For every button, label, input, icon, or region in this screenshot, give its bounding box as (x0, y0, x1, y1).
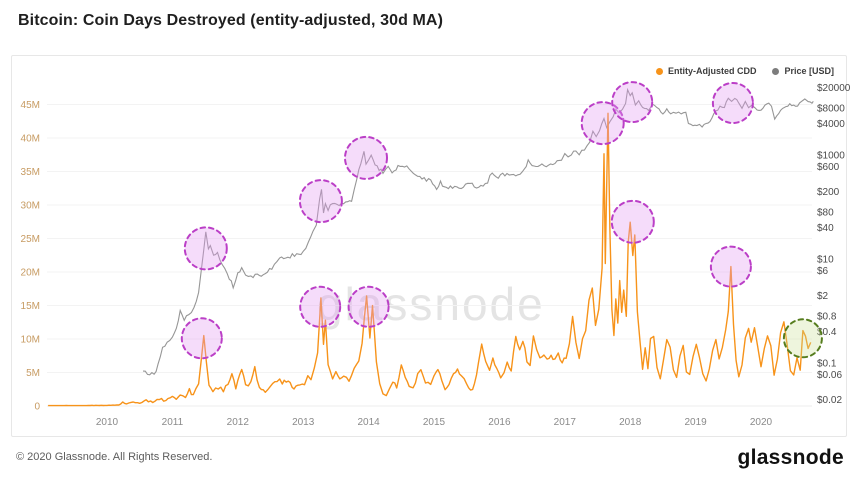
svg-text:$6: $6 (817, 266, 829, 277)
highlight-circles (180, 81, 823, 360)
purple-highlight-circle (580, 101, 625, 146)
svg-text:2012: 2012 (227, 417, 250, 428)
svg-text:2016: 2016 (488, 417, 511, 428)
svg-text:2020: 2020 (750, 417, 773, 428)
svg-text:2018: 2018 (619, 417, 642, 428)
svg-text:$0.06: $0.06 (817, 370, 842, 381)
legend-item-entity-adjusted-cdd[interactable]: Entity-Adjusted CDD (655, 66, 757, 76)
svg-text:$0.1: $0.1 (817, 359, 837, 370)
svg-text:30M: 30M (21, 201, 40, 212)
cdd-series-dot-icon (655, 67, 663, 75)
svg-text:$0.8: $0.8 (817, 312, 837, 323)
svg-text:10M: 10M (21, 335, 40, 346)
purple-highlight-circle (180, 317, 223, 360)
svg-text:$600: $600 (817, 162, 840, 173)
svg-text:2014: 2014 (357, 417, 380, 428)
gridlines (47, 104, 812, 407)
legend-label: Price [USD] (784, 66, 834, 76)
svg-text:$4000: $4000 (817, 119, 845, 130)
svg-text:$80: $80 (817, 208, 834, 219)
svg-text:$0.02: $0.02 (817, 395, 842, 406)
price-line (142, 87, 814, 376)
svg-text:2010: 2010 (96, 417, 119, 428)
copyright-text: © 2020 Glassnode. All Rights Reserved. (16, 451, 213, 463)
cdd-line (48, 112, 812, 407)
purple-highlight-circle (298, 179, 343, 224)
svg-text:5M: 5M (26, 368, 40, 379)
purple-highlight-circle (610, 199, 655, 244)
svg-text:$1000: $1000 (817, 151, 845, 162)
x-axis-labels: 2010 2011 2012 2013 2014 2015 2016 2017 2018 2019… (96, 417, 773, 428)
svg-text:15M: 15M (21, 301, 40, 312)
purple-highlight-circle (611, 81, 654, 124)
purple-highlight-circle (709, 245, 752, 288)
svg-text:25M: 25M (21, 234, 40, 245)
purple-highlight-circle (711, 82, 754, 124)
purple-highlight-circle (183, 226, 228, 271)
svg-text:45M: 45M (21, 100, 40, 111)
legend-label: Entity-Adjusted CDD (667, 66, 757, 76)
purple-highlight-circle (299, 285, 342, 328)
svg-text:$40: $40 (817, 223, 834, 234)
svg-text:$8000: $8000 (817, 104, 845, 115)
svg-text:2011: 2011 (162, 417, 184, 428)
svg-text:$200: $200 (817, 187, 840, 198)
svg-text:$0.4: $0.4 (817, 327, 837, 338)
svg-text:2013: 2013 (292, 417, 315, 428)
svg-text:$10: $10 (817, 255, 834, 266)
svg-text:2019: 2019 (684, 417, 707, 428)
purple-highlight-circle (344, 135, 388, 180)
svg-text:40M: 40M (21, 134, 40, 145)
y-axis-left-labels: 0 5M 10M 15M 20M 25M 30M 35M 40M 45M (21, 100, 41, 413)
page-title: Bitcoin: Coin Days Destroyed (entity-adj… (18, 12, 444, 29)
green-highlight-circle (782, 318, 823, 359)
price-series-dot-icon (772, 67, 780, 75)
svg-text:2015: 2015 (423, 417, 446, 428)
svg-text:2017: 2017 (554, 417, 577, 428)
svg-text:20M: 20M (21, 268, 40, 279)
svg-text:35M: 35M (21, 167, 40, 178)
purple-highlight-circle (347, 285, 390, 328)
legend-item-price-usd[interactable]: Price [USD] (772, 66, 834, 76)
chart-legend: Entity-Adjusted CDD Price [USD] (655, 66, 834, 76)
svg-text:$20000: $20000 (817, 83, 851, 94)
y-axis-right-labels: $20000 $8000 $4000 $1000$600 $200 $80 $40 $10$6… (817, 83, 851, 406)
svg-text:0: 0 (34, 402, 40, 413)
glassnode-logo: glassnode (737, 446, 844, 469)
svg-text:$2: $2 (817, 291, 829, 302)
